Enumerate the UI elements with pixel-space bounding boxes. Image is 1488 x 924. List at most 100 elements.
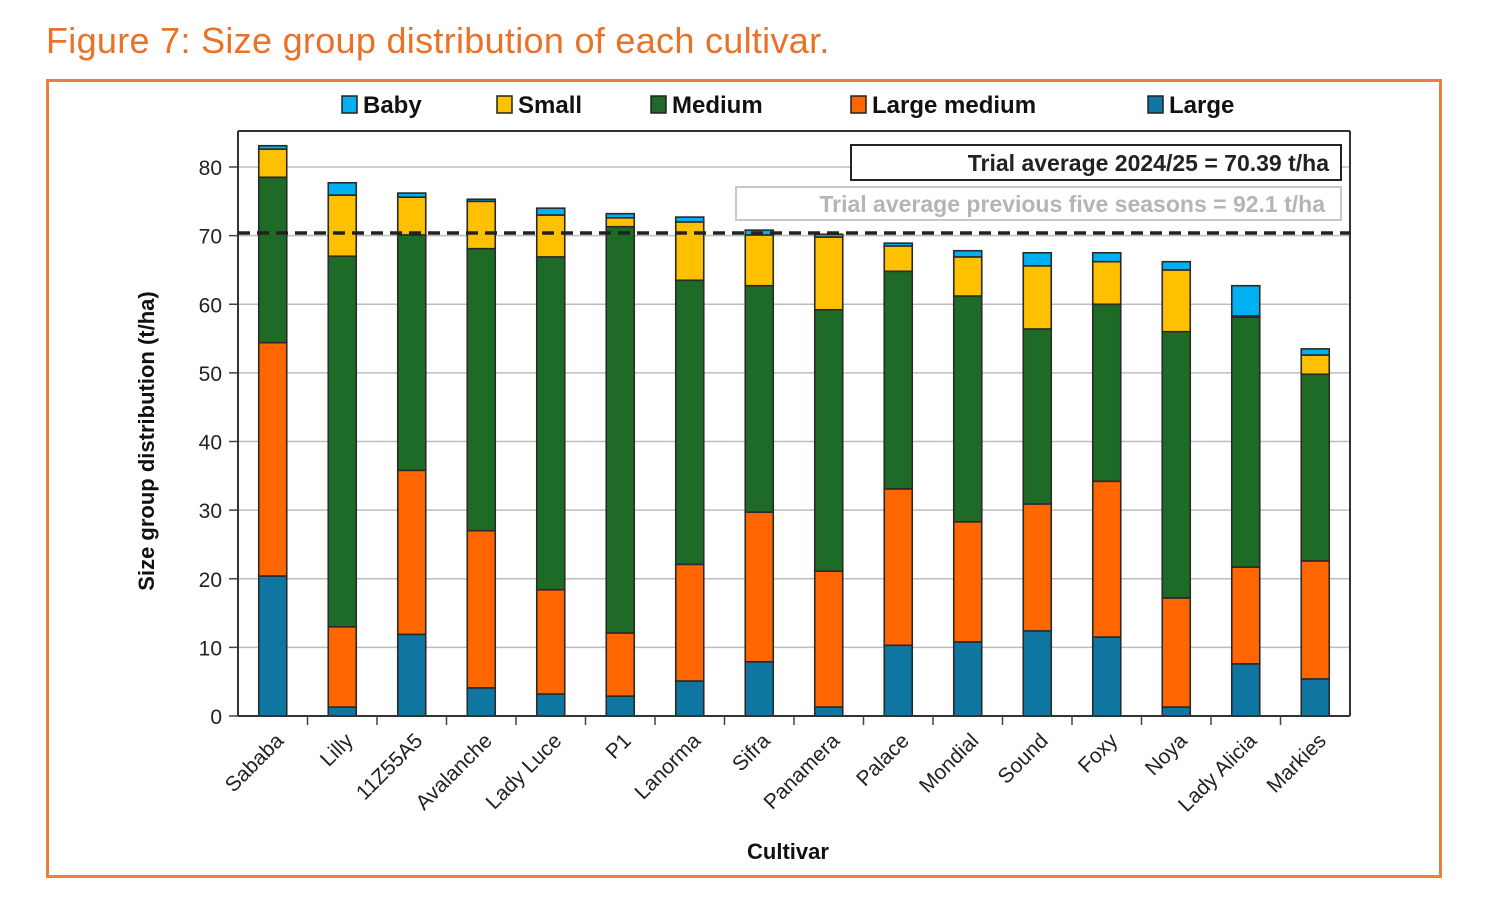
bar-segment-large-medium bbox=[952, 520, 983, 643]
bar-segment-small bbox=[883, 245, 914, 273]
bar-segment-small bbox=[1022, 265, 1053, 330]
legend-swatch-medium bbox=[650, 95, 667, 114]
x-tick-label: Foxy bbox=[1074, 729, 1123, 778]
legend-label: Small bbox=[518, 92, 582, 119]
legend-swatch-large bbox=[1147, 95, 1164, 114]
annotations: Trial average 2024/25 = 70.39 t/ha Trial … bbox=[735, 144, 1342, 221]
x-tick-label: Noya bbox=[1141, 729, 1192, 780]
bar-segment-small bbox=[674, 221, 705, 282]
legend-swatch-small bbox=[496, 95, 513, 114]
bar-segment-baby bbox=[1022, 251, 1053, 267]
bar-segment-small bbox=[466, 200, 497, 250]
bar-segment-large-medium bbox=[1022, 503, 1053, 632]
bar-segment-medium bbox=[327, 255, 358, 628]
bar-segment-medium bbox=[1091, 303, 1122, 483]
bar-segment-small bbox=[813, 236, 844, 311]
bar-segment-large-medium bbox=[396, 469, 427, 636]
bar-segment-baby bbox=[605, 212, 636, 219]
bar-segment-medium bbox=[1161, 330, 1192, 599]
x-tick-label: Panamera bbox=[760, 729, 845, 814]
x-tick-label: Sababa bbox=[221, 729, 289, 797]
bar-segment-medium bbox=[466, 247, 497, 532]
bar-segment-medium bbox=[396, 234, 427, 472]
bar-segment-large bbox=[744, 660, 775, 717]
bar-segment-large bbox=[1091, 636, 1122, 717]
annotation-current-average: Trial average 2024/25 = 70.39 t/ha bbox=[968, 150, 1329, 176]
bar-segment-medium bbox=[813, 308, 844, 573]
y-tick-label: 10 bbox=[199, 637, 222, 660]
bar-segment-large-medium bbox=[744, 511, 775, 663]
bar-segment-medium bbox=[605, 225, 636, 634]
bar-segment-large bbox=[605, 695, 636, 717]
bar-segment-large-medium bbox=[1161, 597, 1192, 708]
bar-segment-baby bbox=[674, 216, 705, 223]
bar-segment-large bbox=[535, 693, 566, 717]
y-tick-label: 40 bbox=[199, 432, 222, 455]
bar-segment-baby bbox=[327, 181, 358, 196]
bar-segment-large-medium bbox=[605, 632, 636, 697]
bar-segment-baby bbox=[466, 198, 497, 203]
legend-label: Large medium bbox=[872, 92, 1036, 119]
x-tick-label: Palace bbox=[852, 729, 914, 791]
y-tick-label: 0 bbox=[210, 706, 222, 729]
bar-segment-medium bbox=[1022, 328, 1053, 505]
x-tick-label: Mondial bbox=[915, 729, 983, 797]
annotation-box-previous bbox=[735, 186, 1342, 221]
y-tick-label: 20 bbox=[199, 569, 222, 592]
bar-segment-large-medium bbox=[813, 570, 844, 708]
bar-segment-small bbox=[257, 148, 288, 179]
bar-segment-large-medium bbox=[327, 625, 358, 708]
bar-segment-large bbox=[466, 687, 497, 717]
bar-segment-small bbox=[1300, 354, 1331, 376]
bar-segment-baby bbox=[883, 242, 914, 247]
bar-segment-large-medium bbox=[466, 529, 497, 689]
bar-segment-large bbox=[883, 644, 914, 717]
bar-segment-baby bbox=[952, 249, 983, 258]
y-tick-label: 60 bbox=[199, 294, 222, 317]
bar-segment-large bbox=[674, 680, 705, 717]
y-tick-label: 50 bbox=[199, 363, 222, 386]
x-tick-label: Lady Luce bbox=[481, 729, 566, 814]
axes bbox=[229, 130, 1351, 725]
y-tick-labels: 0 10 20 30 40 50 60 70 80 bbox=[199, 157, 222, 729]
bar-segment-medium bbox=[257, 176, 288, 344]
bar-segment-baby bbox=[1161, 260, 1192, 271]
annotation-previous-average: Trial average previous five seasons = 92… bbox=[819, 191, 1325, 217]
bar-segment-large bbox=[1230, 663, 1261, 717]
bar-segment-large bbox=[1161, 706, 1192, 717]
legend-label: Large bbox=[1169, 92, 1234, 119]
x-tick-label: Avalanche bbox=[411, 729, 496, 814]
bar-segment-medium bbox=[1230, 316, 1261, 568]
bar-segment-small bbox=[744, 234, 775, 287]
bar-segment-large bbox=[327, 706, 358, 717]
bar-segment-medium bbox=[1300, 373, 1331, 562]
x-tick-label: Lanorma bbox=[630, 729, 705, 804]
bar-segment-baby bbox=[1091, 251, 1122, 263]
legend-label: Baby bbox=[363, 92, 422, 119]
bar-segment-small bbox=[327, 194, 358, 258]
x-tick-label: P1 bbox=[601, 729, 635, 763]
bar-segment-small bbox=[1091, 260, 1122, 306]
x-axis-title: Cultivar bbox=[747, 839, 829, 864]
bar-segment-large-medium bbox=[1300, 560, 1331, 680]
bar-segment-baby bbox=[396, 192, 427, 198]
bar-segment-baby bbox=[535, 207, 566, 216]
bar-segment-large bbox=[952, 641, 983, 717]
bar-segment-large-medium bbox=[257, 341, 288, 577]
legend: Baby Small Medium Large medium Large bbox=[341, 92, 1234, 119]
bar-segment-baby bbox=[1300, 348, 1331, 356]
y-tick-label: 80 bbox=[199, 157, 222, 180]
bar-segment-large-medium bbox=[883, 488, 914, 647]
x-tick-label: Markies bbox=[1263, 729, 1331, 797]
y-tick-label: 70 bbox=[199, 226, 222, 249]
bar-segment-small bbox=[535, 214, 566, 258]
chart-frame bbox=[46, 79, 1442, 878]
bar-segment-small bbox=[952, 256, 983, 297]
bar-segment-large bbox=[1300, 678, 1331, 717]
bar-segment-large-medium bbox=[1091, 480, 1122, 638]
bars bbox=[257, 144, 1331, 717]
bar-segment-large-medium bbox=[1230, 566, 1261, 665]
figure-title: Figure 7: Size group distribution of eac… bbox=[46, 20, 830, 61]
bar-segment-medium bbox=[535, 256, 566, 591]
